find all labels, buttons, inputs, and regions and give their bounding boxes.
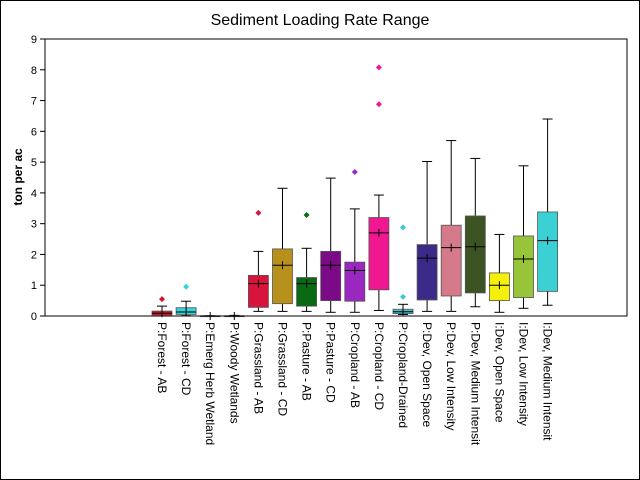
outlier-point	[375, 101, 382, 108]
outlier-point	[303, 212, 310, 219]
x-tick-label: P:Dev, Medium Intensit	[468, 322, 482, 446]
x-tick-label: I:Dev, Low Intensity	[517, 322, 531, 426]
box-6	[272, 187, 293, 312]
box-8	[320, 177, 342, 313]
y-tick-label: 8	[31, 65, 37, 77]
x-tick-label: P:Pasture - CD	[324, 322, 338, 403]
boxes-group	[151, 64, 558, 320]
box-iqr	[320, 250, 342, 302]
y-tick-label: 6	[31, 126, 37, 138]
box-iqr	[440, 224, 462, 297]
y-tick-label: 4	[31, 188, 37, 200]
box-iqr	[272, 248, 293, 305]
box-11	[392, 224, 414, 316]
outlier-point	[351, 168, 358, 175]
box-iqr	[464, 215, 486, 294]
y-tick-label: 0	[31, 311, 37, 323]
box-15	[488, 233, 510, 313]
outlier-point	[183, 283, 190, 290]
box-4	[223, 312, 245, 320]
y-tick-label: 9	[31, 34, 37, 46]
box-iqr	[416, 244, 438, 301]
box-5	[247, 209, 269, 312]
x-tick-label: P:Cropland-Drained	[396, 322, 410, 428]
x-tick-label: I:Dev, Open Space	[492, 322, 506, 423]
outlier-point	[400, 224, 406, 231]
box-2	[175, 283, 197, 317]
x-tick-label: P:Emerg Herb Wetland	[203, 322, 217, 445]
x-tick-label: P:Forest - AB	[155, 322, 169, 393]
box-iqr	[537, 211, 558, 292]
y-tick-label: 5	[31, 157, 37, 169]
box-iqr	[344, 261, 366, 302]
box-iqr	[513, 235, 534, 298]
outlier-point	[400, 293, 406, 300]
box-10	[368, 64, 390, 311]
x-tick-label: P:Dev, Open Space	[420, 322, 434, 427]
axes: 0 1 2 3 4 5 6 7 8 9	[31, 34, 45, 323]
y-tick-label: 3	[31, 219, 37, 231]
x-tick-label: P:Grassland - AB	[251, 322, 265, 414]
x-tick-label: P:Cropland - CD	[372, 322, 386, 410]
outlier-point	[255, 209, 262, 216]
x-tick-label: P:Pasture - AB	[300, 322, 314, 401]
x-tick-label: P:Forest - CD	[179, 322, 193, 396]
box-14	[464, 157, 486, 308]
box-1	[151, 296, 173, 318]
plot-area	[44, 38, 628, 317]
box-13	[440, 140, 462, 312]
y-tick-label: 1	[31, 280, 37, 292]
y-tick-label: 7	[31, 96, 37, 108]
x-tick-label: P:Cropland - AB	[348, 322, 362, 408]
x-tick-label: P:Woody Wetlands	[227, 322, 241, 424]
box-iqr	[368, 217, 390, 291]
box-7	[296, 212, 318, 312]
outlier-point	[159, 296, 165, 303]
outlier-point	[375, 64, 382, 71]
y-axis-label: ton per ac	[11, 148, 25, 206]
box-iqr	[296, 277, 318, 307]
x-tick-label: P:Grassland - CD	[276, 322, 290, 416]
x-tick-label: I:Dev, Medium Intensit	[541, 322, 555, 441]
box-9	[344, 168, 366, 313]
box-3	[199, 312, 221, 320]
chart-title: Sediment Loading Rate Range	[211, 12, 430, 29]
x-tick-label: P:Dev, Low Intensity	[444, 322, 458, 431]
box-12	[416, 160, 438, 312]
box-16	[513, 165, 534, 309]
box-17	[537, 118, 558, 306]
x-tick-labels: P:Forest - AB P:Forest - CD P:Emerg Herb W…	[155, 322, 555, 446]
y-tick-label: 2	[31, 249, 37, 261]
